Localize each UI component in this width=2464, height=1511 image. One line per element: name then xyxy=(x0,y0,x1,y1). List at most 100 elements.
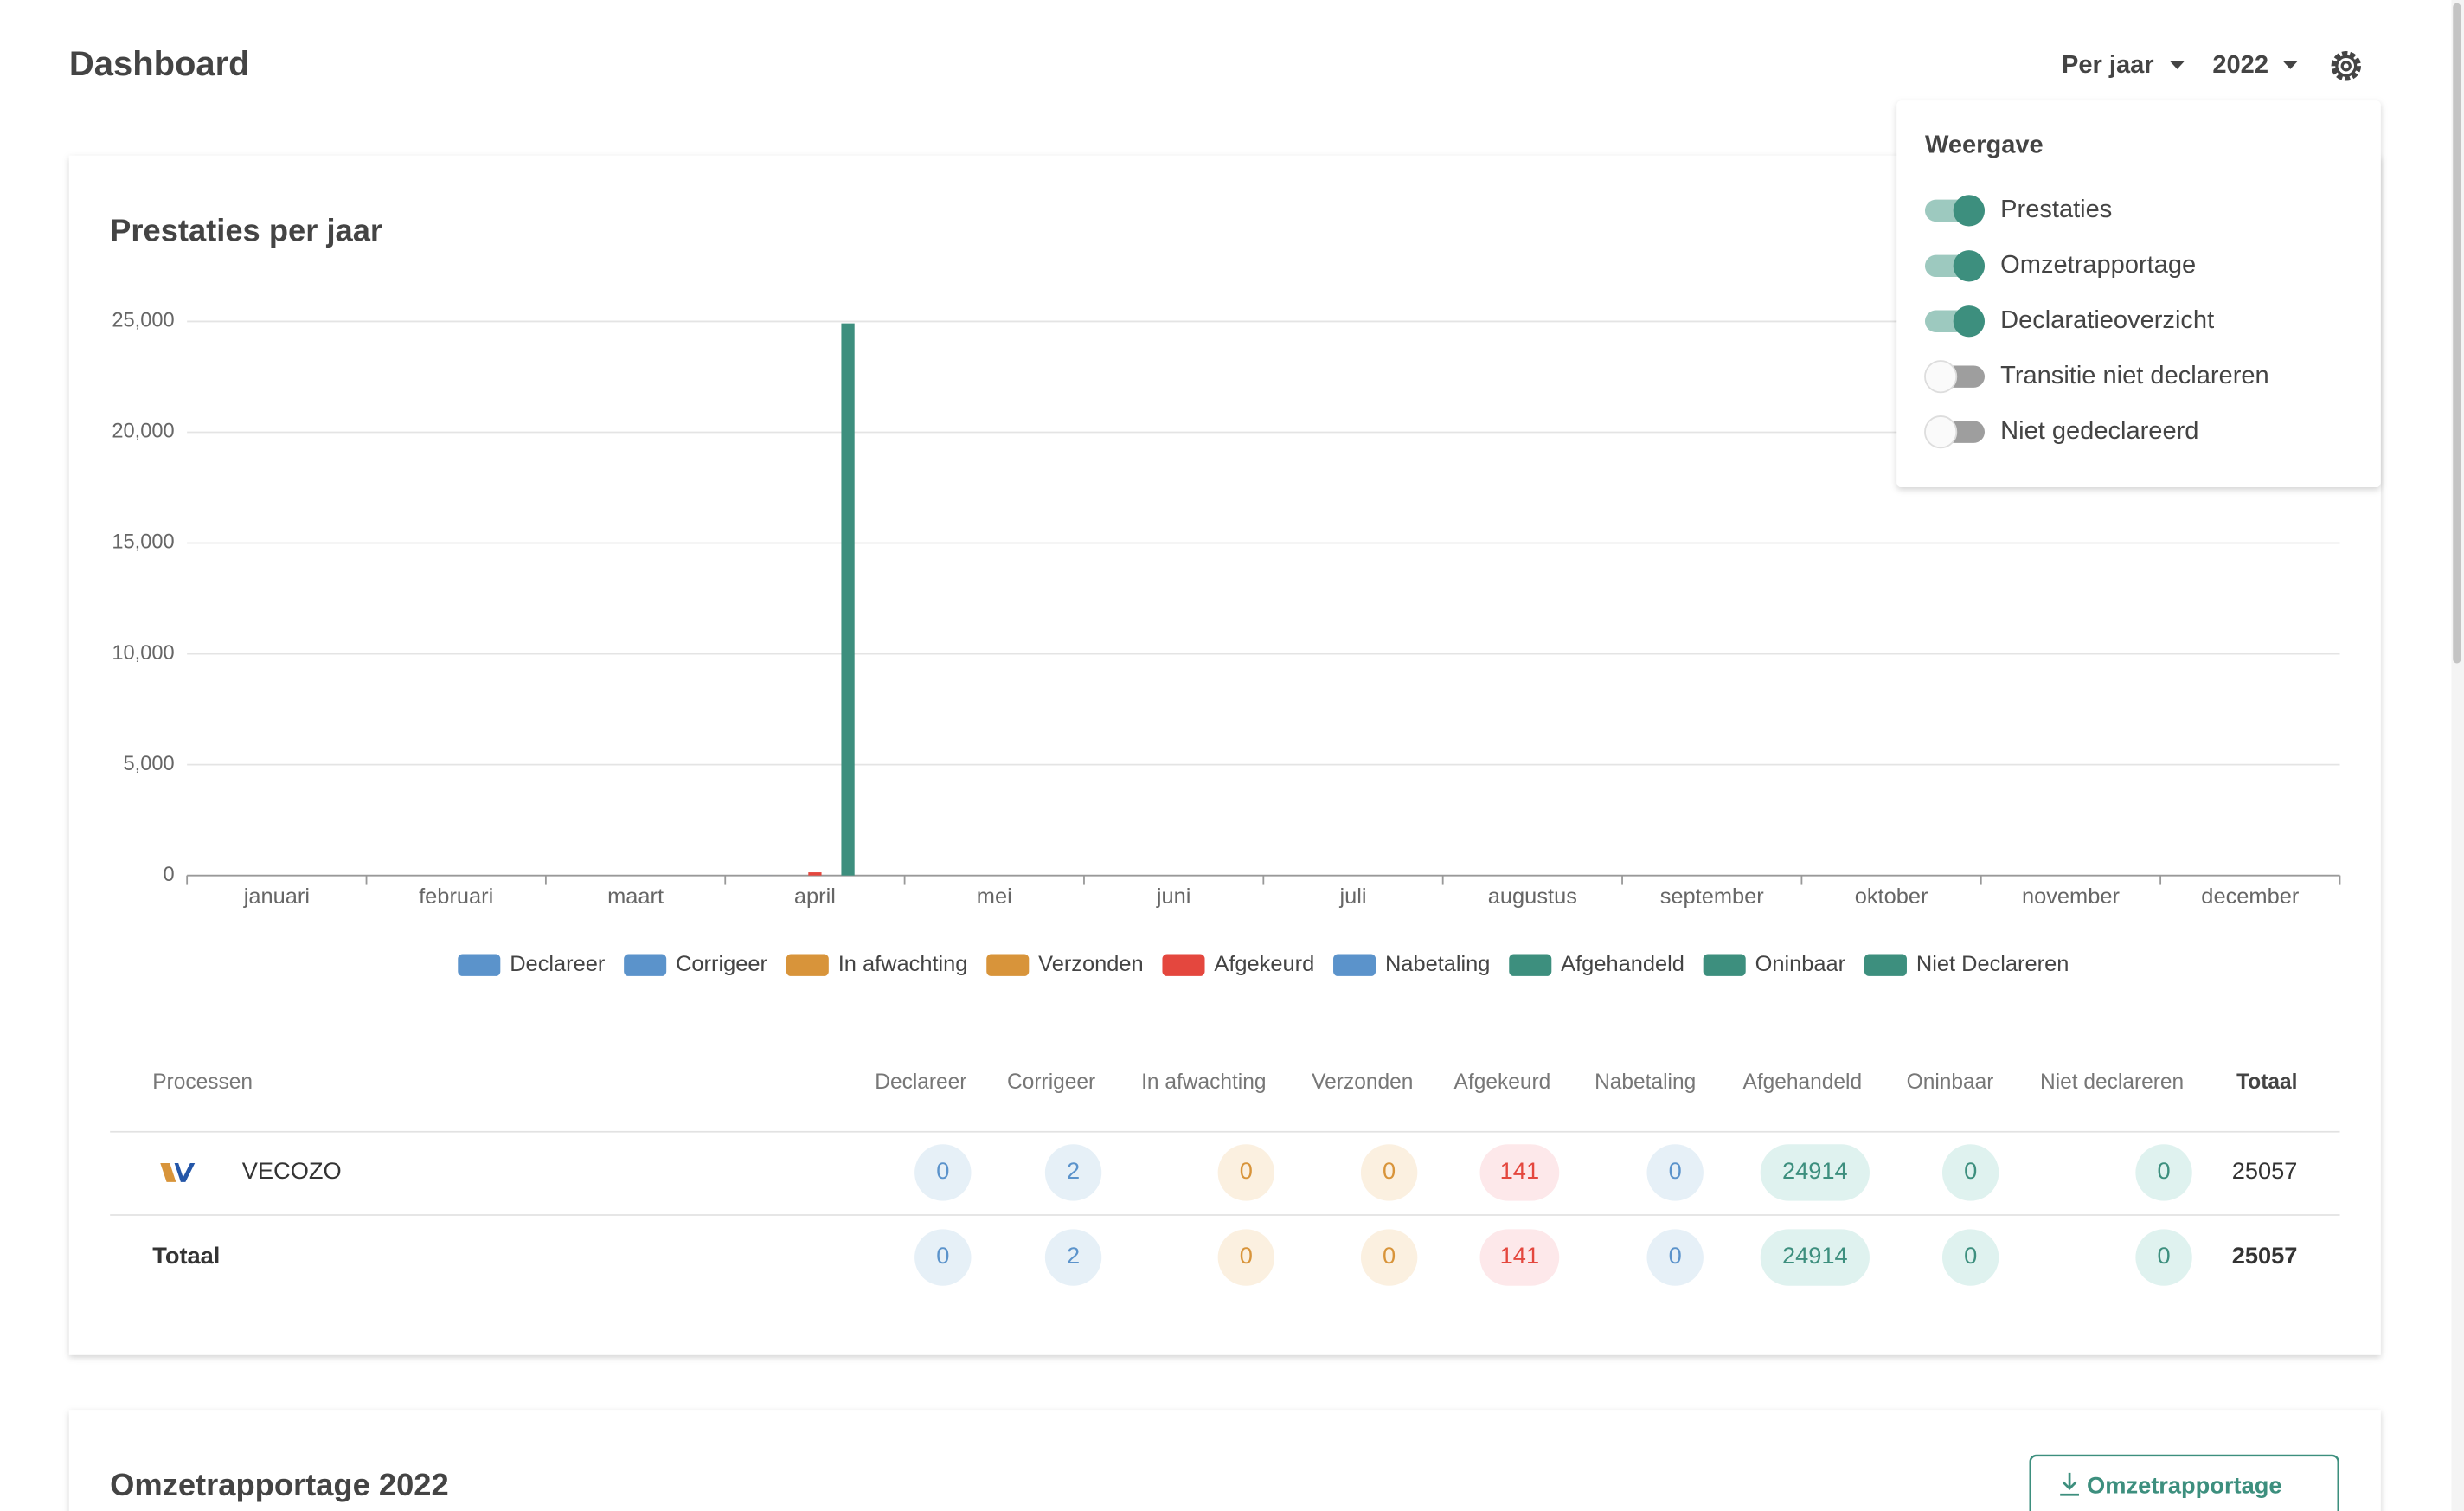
x-tick-label: augustus xyxy=(1488,884,1577,909)
toggle-option[interactable]: Niet gedeclareerd xyxy=(1924,415,2198,449)
count-value: 141 xyxy=(1500,1242,1539,1269)
legend-item[interactable]: In afwachting xyxy=(786,952,968,976)
bar xyxy=(841,323,855,876)
toggle-label[interactable]: Niet gedeclareerd xyxy=(2000,417,2198,445)
legend-label[interactable]: Nabetaling xyxy=(1385,952,1490,976)
count-value: 0 xyxy=(936,1242,949,1269)
toggle-knob[interactable] xyxy=(1953,195,1986,227)
count-pill xyxy=(914,1144,972,1201)
toggle-option[interactable]: Declaratieoverzicht xyxy=(1924,305,2214,338)
legend-item[interactable]: Verzonden xyxy=(986,952,1144,976)
count-pill xyxy=(914,1229,972,1286)
legend-swatch[interactable] xyxy=(786,954,829,976)
gear-hub[interactable] xyxy=(2340,61,2352,72)
gear-ring[interactable] xyxy=(2335,55,2358,77)
button-label[interactable]: Omzetrapportage xyxy=(2087,1471,2281,1498)
toggle-option[interactable]: Omzetrapportage xyxy=(1924,250,2196,282)
legend-item[interactable]: Nabetaling xyxy=(1333,952,1490,976)
count-pill xyxy=(1760,1144,1870,1201)
legend-label[interactable]: Afgehandeld xyxy=(1561,952,1684,976)
x-tick-label: april xyxy=(794,884,836,909)
row-total: 25057 xyxy=(2232,1157,2298,1184)
count-pill xyxy=(1217,1229,1275,1286)
x-tick-label: maart xyxy=(607,884,664,909)
period-label[interactable]: Per jaar xyxy=(2062,51,2154,79)
x-tick-label: november xyxy=(2022,884,2121,909)
revenue-card xyxy=(68,1410,2381,1511)
count-value: 141 xyxy=(1500,1157,1539,1184)
legend-swatch[interactable] xyxy=(1162,954,1205,976)
y-tick-label: 20,000 xyxy=(112,421,174,443)
row-total: 25057 xyxy=(2232,1242,2298,1269)
gear-teeth[interactable] xyxy=(2331,51,2362,81)
count-pill xyxy=(1646,1144,1704,1201)
legend-item[interactable]: Afgehandeld xyxy=(1509,952,1684,976)
button-frame[interactable] xyxy=(2029,1454,2339,1511)
count-value: 0 xyxy=(1383,1242,1396,1269)
count-value: 0 xyxy=(936,1157,949,1184)
legend-label[interactable]: Afgekeurd xyxy=(1214,952,1314,976)
legend-label[interactable]: Declareer xyxy=(510,952,606,976)
toggle-label[interactable]: Declaratieoverzicht xyxy=(2000,306,2214,334)
legend-label[interactable]: Oninbaar xyxy=(1755,952,1846,976)
count-value: 0 xyxy=(1964,1242,1977,1269)
legend-item[interactable]: Oninbaar xyxy=(1703,952,1846,976)
scrollbar-thumb[interactable] xyxy=(2453,3,2461,664)
legend-label[interactable]: Verzonden xyxy=(1038,952,1143,976)
count-pill xyxy=(2135,1144,2192,1201)
legend-swatch[interactable] xyxy=(624,954,667,976)
count-pill xyxy=(2135,1229,2192,1286)
count-value: 24914 xyxy=(1782,1242,1848,1269)
toggle-label[interactable]: Transitie niet declareren xyxy=(2000,362,2269,389)
x-tick-label: december xyxy=(2201,884,2300,909)
count-pill xyxy=(1760,1229,1870,1286)
download-button[interactable]: Omzetrapportage xyxy=(2029,1454,2339,1511)
caret xyxy=(2170,61,2185,69)
legend-swatch[interactable] xyxy=(986,954,1030,976)
x-tick-label: oktober xyxy=(1855,884,1928,909)
column-header: Verzonden xyxy=(1312,1071,1413,1094)
x-tick-label: januari xyxy=(243,884,310,909)
legend-item[interactable]: Niet Declareren xyxy=(1864,952,2069,976)
column-header: Corrigeer xyxy=(1007,1071,1095,1094)
column-header: Afgehandeld xyxy=(1743,1071,1863,1094)
legend-item[interactable]: Afgekeurd xyxy=(1162,952,1314,976)
bar xyxy=(808,872,822,876)
toggle-knob[interactable] xyxy=(1953,250,1986,282)
legend-swatch[interactable] xyxy=(1509,954,1552,976)
toggle-knob[interactable] xyxy=(1924,415,1958,449)
toggle-knob[interactable] xyxy=(1924,360,1958,394)
table: Processen Declareer Corrigeer In afwachting… xyxy=(110,1071,2340,1286)
period-select[interactable]: Per jaar xyxy=(2062,51,2185,79)
legend-item[interactable]: Corrigeer xyxy=(624,952,768,976)
count-pill xyxy=(1360,1229,1418,1286)
legend-swatch[interactable] xyxy=(1864,954,1907,976)
settings-button[interactable] xyxy=(2331,51,2362,81)
toggle-label[interactable]: Omzetrapportage xyxy=(2000,251,2196,279)
y-tick-label: 0 xyxy=(163,864,174,886)
x-tick-label: juli xyxy=(1338,884,1366,909)
legend-swatch[interactable] xyxy=(1703,954,1746,976)
toggle-knob[interactable] xyxy=(1953,305,1986,338)
year-select[interactable]: 2022 xyxy=(2212,51,2298,79)
legend-swatch[interactable] xyxy=(458,954,501,976)
toggle-option[interactable]: Prestaties xyxy=(1924,195,2112,227)
count-value: 0 xyxy=(2157,1242,2170,1269)
legend-item[interactable]: Declareer xyxy=(458,952,606,976)
toggle-option[interactable]: Transitie niet declareren xyxy=(1924,360,2269,394)
count-value: 2 xyxy=(1067,1242,1080,1269)
toggle-label[interactable]: Prestaties xyxy=(2000,196,2112,223)
legend-label[interactable]: In afwachting xyxy=(838,952,968,976)
logo-v xyxy=(174,1163,196,1182)
column-header: Niet declareren xyxy=(2040,1071,2184,1094)
column-header: Processen xyxy=(152,1071,253,1094)
legend-label[interactable]: Niet Declareren xyxy=(1916,952,2069,976)
legend-swatch[interactable] xyxy=(1333,954,1376,976)
legend: Declareer Corrigeer In afwachting Verzonden… xyxy=(458,952,2069,976)
page-title: Dashboard xyxy=(69,45,250,83)
y-tick-label: 25,000 xyxy=(112,310,174,332)
count-value: 2 xyxy=(1067,1157,1080,1184)
year-label[interactable]: 2022 xyxy=(2212,51,2268,79)
legend-label[interactable]: Corrigeer xyxy=(676,952,767,976)
